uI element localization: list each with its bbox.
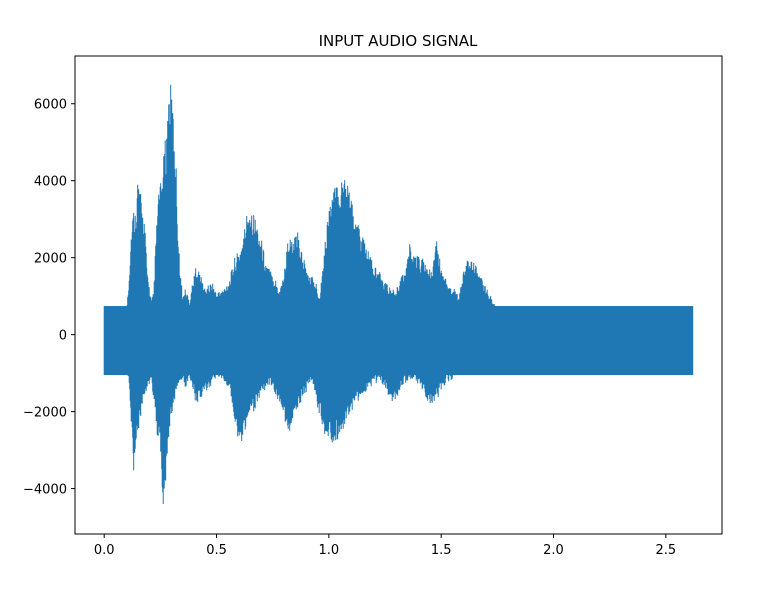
signal-baseline-band xyxy=(104,306,693,376)
y-tick-label: −4000 xyxy=(23,483,67,498)
x-tick-label: 2.0 xyxy=(543,543,564,558)
y-tick-label: −2000 xyxy=(23,406,67,421)
y-tick-label: 4000 xyxy=(34,175,67,190)
y-tick-label: 0 xyxy=(59,329,67,344)
plot-frame xyxy=(74,55,723,535)
x-axis: 0.0 0.5 1.0 1.5 2.0 2.5 xyxy=(94,534,676,558)
x-tick-label: 1.5 xyxy=(431,543,452,558)
y-tick-label: 6000 xyxy=(34,98,67,113)
signal-layer xyxy=(103,84,694,504)
x-tick-label: 0.0 xyxy=(94,543,115,558)
y-axis: −4000 −2000 0 2000 4000 6000 xyxy=(23,98,75,498)
y-tick-label: 2000 xyxy=(34,252,67,267)
x-tick-label: 1.0 xyxy=(319,543,340,558)
chart-title: INPUT AUDIO SIGNAL xyxy=(319,32,478,50)
signal-series xyxy=(103,84,694,504)
x-tick-label: 2.5 xyxy=(655,543,676,558)
x-tick-label: 0.5 xyxy=(206,543,227,558)
